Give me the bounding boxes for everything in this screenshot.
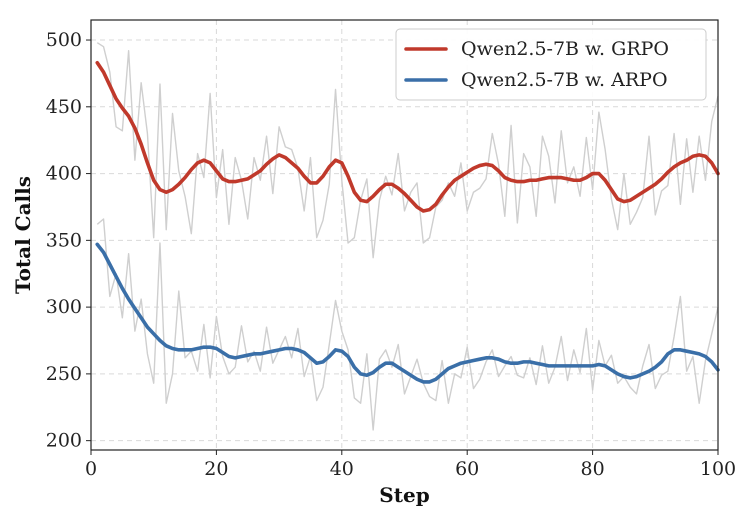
x-tick-label: 60 [455,458,479,480]
y-tick-label: 400 [46,163,82,185]
raw-trace-1 [96,218,719,431]
y-tick-label: 350 [46,229,82,251]
plot-frame [90,19,719,451]
x-tick-label: 20 [204,458,228,480]
series-line-arpo [95,242,720,384]
x-axis-title: Step [379,483,429,507]
legend-label-grpo: Qwen2.5-7B w. GRPO [461,38,669,60]
legend-label-arpo: Qwen2.5-7B w. ARPO [461,69,668,91]
raw-trace-0 [96,42,719,259]
y-axis-title: Total Calls [11,176,35,294]
y-tick-label: 250 [46,363,82,385]
x-tick-label: 100 [700,458,736,480]
x-tick-label: 40 [330,458,354,480]
y-tick-label: 450 [46,96,82,118]
x-tick-label: 0 [85,458,97,480]
y-tick-label: 300 [46,296,82,318]
smoothed-series [95,60,720,384]
legend-box [395,28,707,101]
axis-ticks: 0 20 40 60 80 100 200 250 300 350 400 450 500 [46,29,736,480]
y-tick-label: 200 [46,430,82,452]
series-line-grpo [95,60,720,213]
y-tick-label: 500 [46,29,82,51]
legend: Qwen2.5-7B w. GRPO Qwen2.5-7B w. ARPO [395,28,707,101]
x-tick-label: 80 [581,458,605,480]
